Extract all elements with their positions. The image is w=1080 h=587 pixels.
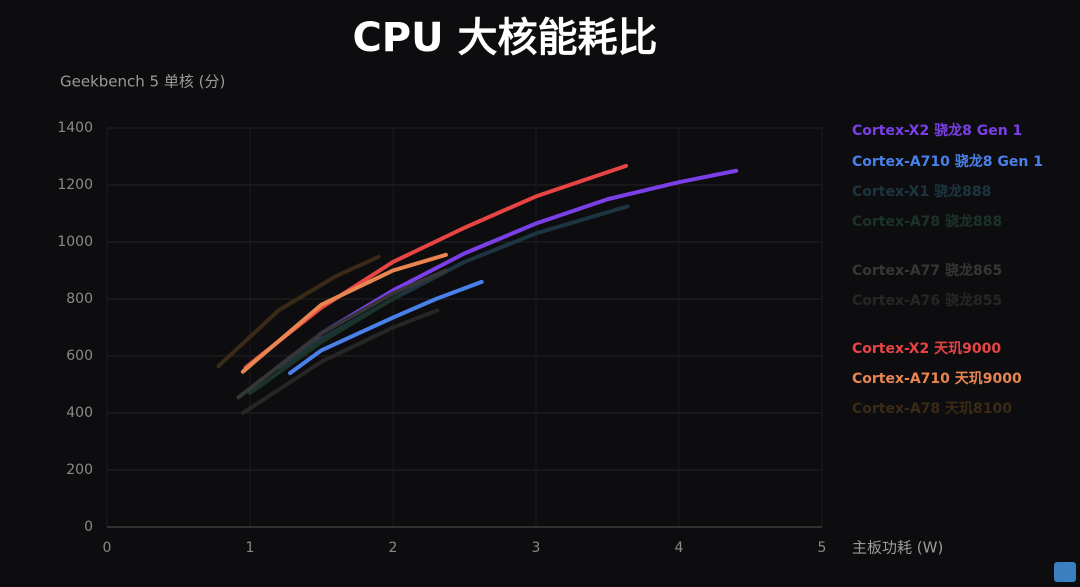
y-tick-label: 800 bbox=[66, 291, 93, 307]
series-line bbox=[216, 254, 381, 368]
series-line bbox=[240, 252, 448, 374]
series-line bbox=[236, 268, 448, 400]
x-tick-label: 2 bbox=[389, 540, 398, 556]
legend-entry: Cortex-A77 骁龙865 bbox=[852, 262, 1002, 279]
y-axis-label: Geekbench 5 单核 (分) bbox=[60, 73, 225, 91]
series-line bbox=[248, 294, 400, 396]
legend-entry: Cortex-A710 骁龙8 Gen 1 bbox=[852, 153, 1043, 170]
legend-entry: Cortex-X1 骁龙888 bbox=[852, 183, 991, 200]
legend-entry: Cortex-X2 骁龙8 Gen 1 bbox=[852, 122, 1022, 139]
y-tick-label: 600 bbox=[66, 348, 93, 364]
legend-entry: Cortex-A78 天玑8100 bbox=[852, 401, 1012, 417]
x-tick-label: 1 bbox=[246, 540, 255, 556]
watermark-icon bbox=[1054, 562, 1076, 582]
x-tick-label: 0 bbox=[103, 540, 112, 556]
x-tick-label: 5 bbox=[818, 540, 827, 556]
x-tick-label: 3 bbox=[532, 540, 541, 556]
x-tick-label: 4 bbox=[675, 540, 684, 556]
y-tick-label: 1200 bbox=[57, 177, 93, 193]
y-tick-label: 1000 bbox=[57, 234, 93, 250]
legend-entry: Cortex-A76 骁龙855 bbox=[852, 292, 1002, 309]
chart-title: CPU 大核能耗比 bbox=[352, 15, 657, 61]
series-line bbox=[276, 204, 630, 370]
legend-entry: Cortex-A78 骁龙888 bbox=[852, 213, 1002, 230]
y-tick-label: 400 bbox=[66, 405, 93, 421]
legend-entry: Cortex-X2 天玑9000 bbox=[852, 341, 1001, 357]
x-axis-label: 主板功耗 (W) bbox=[852, 539, 943, 557]
legend-entry: Cortex-A710 天玑9000 bbox=[852, 371, 1022, 387]
series-line bbox=[240, 308, 440, 415]
y-tick-label: 0 bbox=[84, 519, 93, 535]
y-tick-label: 200 bbox=[66, 462, 93, 478]
series-line bbox=[288, 279, 484, 376]
y-tick-label: 1400 bbox=[57, 120, 93, 136]
